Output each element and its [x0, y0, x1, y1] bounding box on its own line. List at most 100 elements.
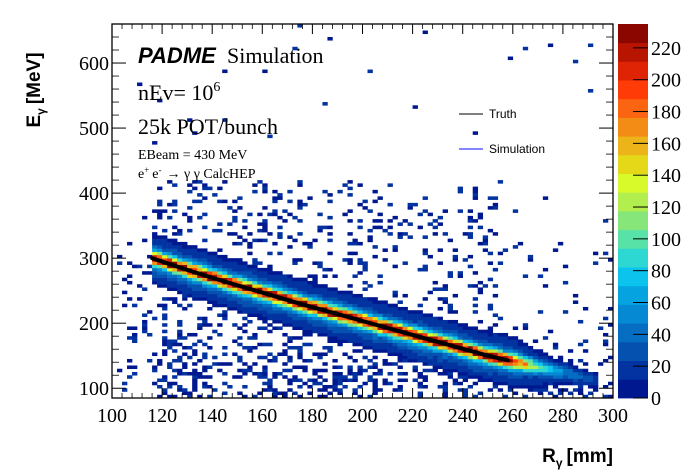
- heatmap-cell: [452, 365, 458, 370]
- heatmap-cell: [217, 300, 223, 304]
- heatmap-cell: [327, 300, 333, 304]
- heatmap-cell: [282, 391, 288, 396]
- heatmap-cell: [562, 375, 569, 379]
- heatmap-cell: [582, 378, 589, 383]
- heatmap-cell: [327, 345, 333, 350]
- heatmap-cell: [322, 300, 328, 304]
- colorbar-band: [618, 248, 648, 268]
- heatmap-cell: [287, 316, 293, 321]
- heatmap-cell: [192, 352, 198, 357]
- heatmap-cell: [472, 339, 479, 344]
- heatmap-cell: [527, 358, 534, 363]
- heatmap-cell: [447, 326, 453, 330]
- heatmap-cell: [177, 277, 183, 282]
- heatmap-cell: [237, 355, 243, 360]
- heatmap-cell: [152, 381, 158, 386]
- heatmap-cell: [212, 388, 218, 392]
- heatmap-cell: [237, 287, 243, 291]
- heatmap-cell: [422, 362, 428, 366]
- heatmap-cell: [277, 274, 283, 278]
- heatmap-cell: [532, 371, 539, 376]
- heatmap-cell: [372, 326, 378, 330]
- heatmap-cell: [577, 368, 584, 373]
- heatmap-cell: [187, 206, 193, 210]
- heatmap-cell: [207, 267, 213, 272]
- heatmap-cell: [192, 264, 198, 269]
- heatmap-cell: [452, 332, 458, 337]
- heatmap-cell: [427, 326, 433, 330]
- x-tick-label: 140: [197, 405, 227, 427]
- heatmap-cell: [357, 329, 363, 334]
- heatmap-cell: [512, 355, 519, 360]
- heatmap-cell: [357, 219, 363, 223]
- heatmap-cell: [542, 368, 549, 373]
- heatmap-cell: [307, 306, 313, 311]
- heatmap-cell: [487, 303, 494, 308]
- heatmap-cell: [262, 319, 268, 324]
- heatmap-cell: [542, 381, 549, 386]
- heatmap-cell: [522, 381, 529, 386]
- heatmap-cell: [332, 306, 338, 311]
- heatmap-cell: [227, 232, 233, 236]
- heatmap-cell: [202, 277, 208, 282]
- heatmap-cell: [252, 336, 258, 340]
- heatmap-cell: [392, 303, 398, 308]
- heatmap-cell: [382, 329, 388, 334]
- heatmap-cell: [232, 277, 238, 282]
- heatmap-cell: [282, 300, 288, 304]
- heatmap-cell: [392, 316, 398, 321]
- heatmap-cell: [172, 381, 178, 386]
- heatmap-cell: [347, 323, 353, 327]
- heatmap-cell: [202, 316, 208, 321]
- heatmap-cell: [152, 241, 158, 246]
- heatmap-cell: [602, 251, 609, 256]
- heatmap-cell: [297, 206, 303, 210]
- heatmap-cell: [257, 371, 263, 376]
- heatmap-cell: [507, 355, 514, 360]
- heatmap-cell: [157, 362, 163, 366]
- heatmap-cell: [192, 248, 198, 252]
- heatmap-cell: [212, 261, 218, 265]
- heatmap-cell: [187, 219, 193, 223]
- heatmap-cell: [192, 287, 198, 291]
- heatmap-cell: [417, 329, 423, 334]
- heatmap-cell: [212, 362, 218, 366]
- heatmap-cell: [367, 297, 373, 301]
- heatmap-cell: [327, 199, 333, 204]
- heatmap-cell: [392, 290, 398, 295]
- heatmap-cell: [442, 371, 448, 376]
- heatmap-cell: [327, 326, 333, 330]
- heatmap-cell: [342, 297, 348, 301]
- heatmap-cell: [292, 303, 298, 308]
- heatmap-cell: [327, 251, 333, 256]
- heatmap-cell: [252, 258, 258, 262]
- heatmap-cell: [502, 349, 509, 353]
- heatmap-cell: [202, 267, 208, 272]
- heatmap-cell: [172, 254, 178, 259]
- heatmap-cell: [182, 297, 188, 301]
- heatmap-cell: [507, 384, 514, 389]
- colorbar-band: [618, 211, 648, 231]
- heatmap-cell: [222, 271, 228, 275]
- heatmap-cell: [342, 306, 348, 311]
- heatmap-cell: [312, 326, 318, 330]
- heatmap-cell: [212, 355, 218, 360]
- heatmap-cell: [447, 271, 453, 275]
- heatmap-cell: [157, 209, 163, 213]
- heatmap-cell: [427, 332, 433, 337]
- heatmap-cell: [322, 352, 328, 357]
- heatmap-cell: [367, 238, 373, 243]
- heatmap-cell: [237, 303, 243, 308]
- heatmap-cell: [527, 381, 534, 386]
- heatmap-cell: [332, 303, 338, 308]
- heatmap-cell: [327, 313, 333, 317]
- heatmap-cell: [487, 345, 494, 350]
- heatmap-cell: [277, 319, 283, 324]
- heatmap-cell: [247, 267, 253, 272]
- heatmap-cell: [442, 391, 448, 396]
- heatmap-cell: [227, 264, 233, 269]
- heatmap-cell: [342, 339, 348, 344]
- heatmap-cell: [392, 306, 398, 311]
- heatmap-cell: [362, 332, 368, 337]
- heatmap-cell: [297, 394, 303, 399]
